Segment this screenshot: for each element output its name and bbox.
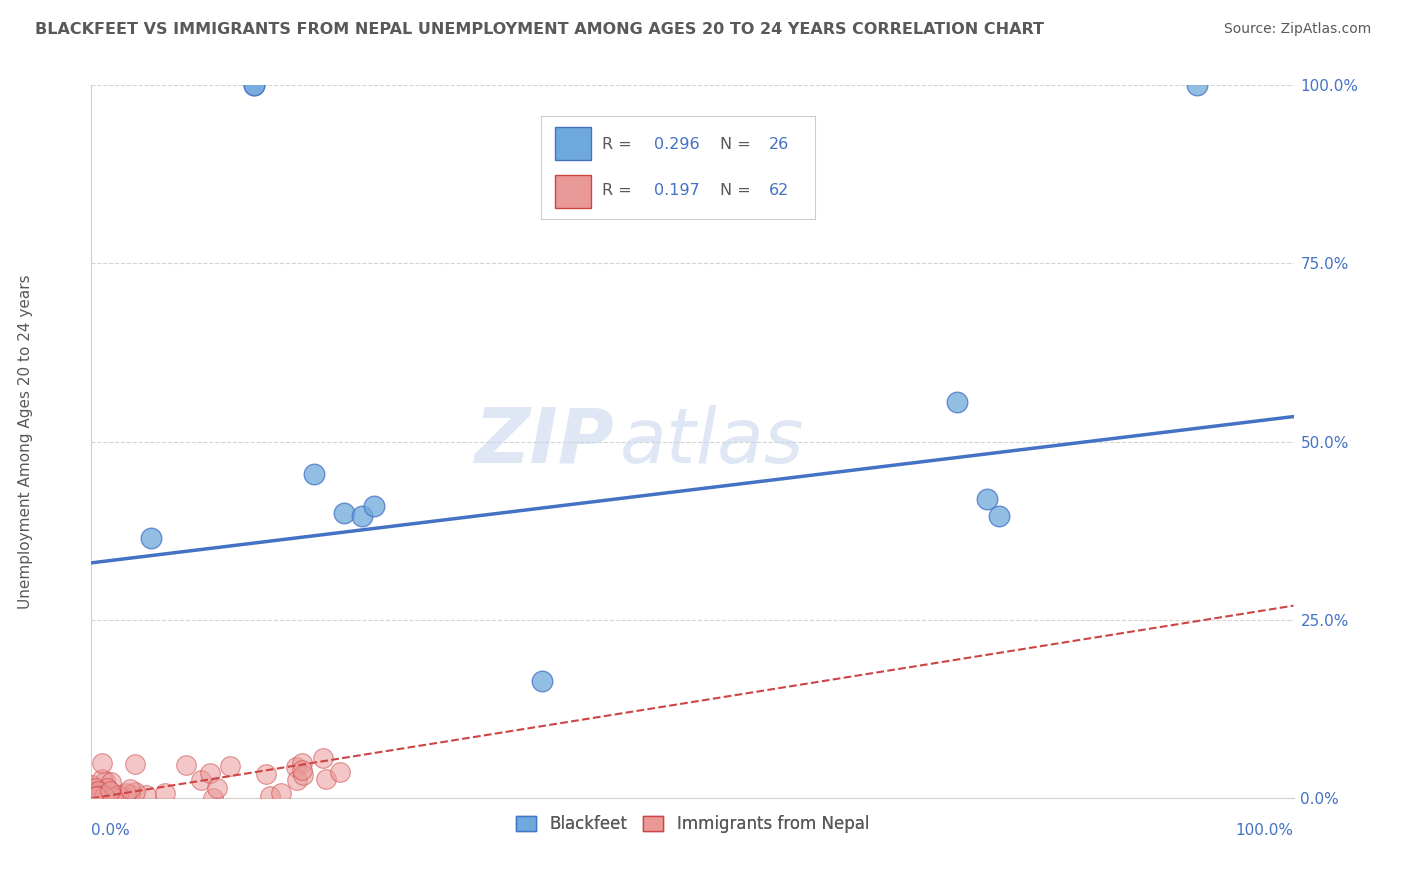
Point bbox=[153, 786, 176, 800]
Point bbox=[115, 786, 138, 800]
Point bbox=[93, 773, 115, 788]
Point bbox=[98, 784, 121, 798]
Text: 62: 62 bbox=[769, 184, 789, 198]
Point bbox=[291, 756, 314, 771]
Point bbox=[91, 772, 114, 787]
Point bbox=[312, 751, 335, 765]
Point bbox=[531, 673, 554, 688]
Point bbox=[120, 781, 142, 796]
Point bbox=[218, 758, 240, 772]
Text: 0.197: 0.197 bbox=[654, 184, 699, 198]
Text: BLACKFEET VS IMMIGRANTS FROM NEPAL UNEMPLOYMENT AMONG AGES 20 TO 24 YEARS CORREL: BLACKFEET VS IMMIGRANTS FROM NEPAL UNEMP… bbox=[35, 22, 1045, 37]
Point bbox=[333, 506, 356, 520]
Point bbox=[285, 760, 308, 774]
Point bbox=[84, 789, 107, 804]
Point bbox=[91, 756, 114, 770]
Point bbox=[124, 756, 146, 771]
Point bbox=[141, 531, 163, 545]
Point bbox=[90, 789, 112, 803]
Point bbox=[84, 791, 107, 805]
Point bbox=[363, 499, 385, 513]
Point bbox=[96, 780, 118, 795]
Point bbox=[89, 785, 111, 799]
Point bbox=[946, 395, 969, 409]
Point bbox=[91, 784, 114, 798]
Point bbox=[190, 772, 212, 787]
Point bbox=[242, 78, 264, 92]
Point bbox=[87, 789, 110, 804]
Point bbox=[80, 784, 103, 798]
Text: 0.296: 0.296 bbox=[654, 137, 699, 153]
Point bbox=[101, 790, 124, 805]
Point bbox=[90, 790, 112, 805]
Text: R =: R = bbox=[602, 137, 631, 153]
Point bbox=[93, 789, 115, 803]
Text: atlas: atlas bbox=[620, 405, 804, 478]
Text: 100.0%: 100.0% bbox=[1236, 823, 1294, 838]
Point bbox=[115, 791, 138, 805]
Point bbox=[285, 773, 308, 788]
Point bbox=[90, 783, 112, 797]
Point bbox=[87, 783, 110, 797]
FancyBboxPatch shape bbox=[555, 128, 591, 160]
Point bbox=[118, 787, 141, 801]
Point bbox=[259, 789, 281, 803]
Point bbox=[315, 772, 337, 786]
Point bbox=[174, 757, 197, 772]
Point bbox=[205, 781, 228, 796]
Point bbox=[976, 491, 998, 506]
Text: N =: N = bbox=[720, 184, 751, 198]
Point bbox=[242, 78, 264, 92]
Point bbox=[124, 785, 146, 799]
Legend: Blackfeet, Immigrants from Nepal: Blackfeet, Immigrants from Nepal bbox=[509, 809, 876, 840]
Point bbox=[97, 788, 120, 802]
Point bbox=[87, 786, 110, 800]
Point bbox=[270, 786, 292, 800]
Point bbox=[988, 509, 1011, 524]
Point bbox=[83, 780, 105, 795]
Point bbox=[89, 784, 111, 798]
FancyBboxPatch shape bbox=[555, 176, 591, 208]
Point bbox=[82, 789, 104, 804]
Point bbox=[135, 788, 157, 802]
Point bbox=[291, 763, 314, 777]
Point bbox=[82, 788, 104, 802]
Point bbox=[98, 789, 121, 803]
Point bbox=[84, 790, 107, 805]
Point bbox=[350, 509, 373, 524]
Point bbox=[82, 778, 104, 792]
Point bbox=[107, 788, 129, 802]
Point bbox=[1187, 78, 1209, 92]
Point bbox=[84, 789, 107, 803]
Point bbox=[302, 467, 325, 481]
Point bbox=[100, 774, 122, 789]
Point bbox=[198, 765, 221, 780]
Point bbox=[103, 789, 125, 803]
Text: R =: R = bbox=[602, 184, 631, 198]
Point bbox=[329, 765, 352, 780]
Text: Unemployment Among Ages 20 to 24 years: Unemployment Among Ages 20 to 24 years bbox=[18, 274, 32, 609]
Point bbox=[104, 788, 127, 802]
Point bbox=[86, 789, 108, 803]
Point bbox=[202, 791, 225, 805]
Point bbox=[82, 787, 104, 801]
Text: N =: N = bbox=[720, 137, 751, 153]
Point bbox=[83, 790, 105, 805]
Text: Source: ZipAtlas.com: Source: ZipAtlas.com bbox=[1223, 22, 1371, 37]
Point bbox=[292, 768, 315, 782]
Point bbox=[90, 788, 112, 802]
Text: 26: 26 bbox=[769, 137, 789, 153]
Point bbox=[91, 789, 114, 804]
Point bbox=[89, 788, 111, 802]
Text: ZIP: ZIP bbox=[475, 405, 614, 478]
Point bbox=[254, 766, 277, 780]
Text: 0.0%: 0.0% bbox=[91, 823, 131, 838]
